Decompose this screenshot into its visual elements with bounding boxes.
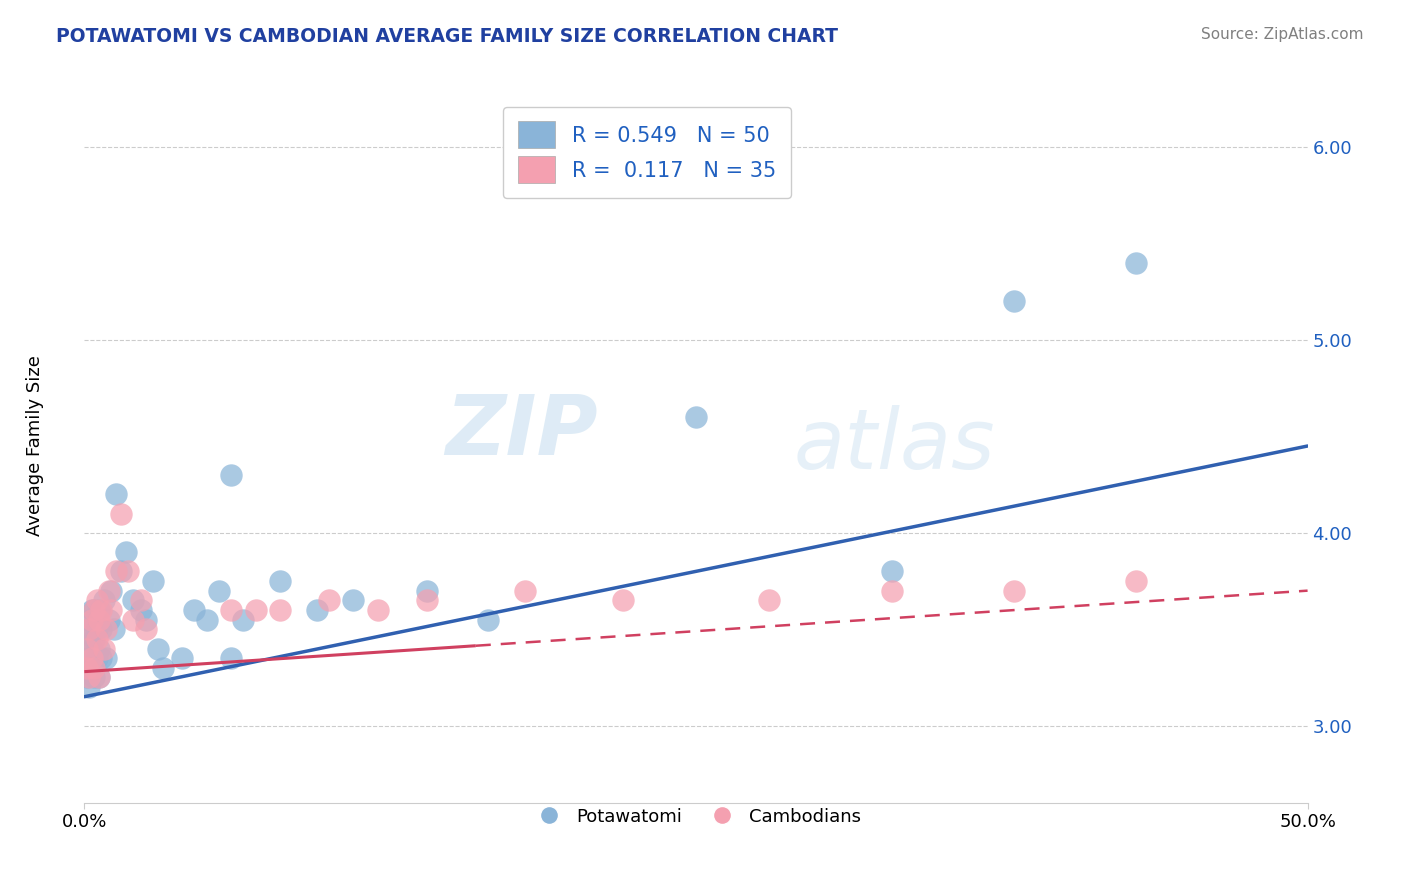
Text: Source: ZipAtlas.com: Source: ZipAtlas.com <box>1201 27 1364 42</box>
Point <box>135 613 157 627</box>
Point <box>96 622 118 636</box>
Point <box>685 410 707 425</box>
Point <box>269 603 291 617</box>
Point <box>76 641 98 656</box>
Point <box>97 613 120 627</box>
Point <box>87 670 110 684</box>
Point <box>232 613 254 627</box>
Point <box>110 507 132 521</box>
Point <box>77 670 100 684</box>
Point <box>129 593 152 607</box>
Point <box>77 622 100 636</box>
Point <box>513 583 536 598</box>
Point <box>86 593 108 607</box>
Point <box>115 545 138 559</box>
Point <box>416 593 439 607</box>
Point <box>87 641 110 656</box>
Point <box>90 651 112 665</box>
Point <box>76 670 98 684</box>
Point <box>269 574 291 588</box>
Point <box>83 670 105 684</box>
Point <box>87 670 110 684</box>
Text: POTAWATOMI VS CAMBODIAN AVERAGE FAMILY SIZE CORRELATION CHART: POTAWATOMI VS CAMBODIAN AVERAGE FAMILY S… <box>56 27 838 45</box>
Point <box>105 565 128 579</box>
Point <box>86 622 108 636</box>
Text: ZIP: ZIP <box>446 392 598 472</box>
Point <box>80 661 103 675</box>
Point <box>76 661 98 675</box>
Point <box>122 593 145 607</box>
Point <box>1125 574 1147 588</box>
Point <box>146 641 169 656</box>
Point <box>135 622 157 636</box>
Point <box>93 593 115 607</box>
Point <box>83 661 105 675</box>
Point <box>122 613 145 627</box>
Point <box>77 680 100 694</box>
Point <box>219 467 242 482</box>
Point <box>612 593 634 607</box>
Point <box>83 603 105 617</box>
Point <box>90 622 112 636</box>
Point <box>305 603 328 617</box>
Point <box>367 603 389 617</box>
Point <box>80 603 103 617</box>
Text: atlas: atlas <box>794 406 995 486</box>
Point <box>80 613 103 627</box>
Point <box>110 565 132 579</box>
Point <box>93 641 115 656</box>
Point <box>1002 583 1025 598</box>
Point <box>195 613 218 627</box>
Point <box>83 632 105 646</box>
Point <box>87 613 110 627</box>
Point <box>77 661 100 675</box>
Point <box>77 622 100 636</box>
Point <box>1125 256 1147 270</box>
Text: Average Family Size: Average Family Size <box>27 356 44 536</box>
Point <box>477 613 499 627</box>
Point <box>416 583 439 598</box>
Point <box>96 651 118 665</box>
Point <box>318 593 340 607</box>
Point <box>80 641 103 656</box>
Point <box>880 583 903 598</box>
Point <box>219 651 242 665</box>
Point <box>76 632 98 646</box>
Point <box>245 603 267 617</box>
Point <box>83 603 105 617</box>
Point <box>97 583 120 598</box>
Point <box>142 574 165 588</box>
Point <box>87 603 110 617</box>
Point <box>86 632 108 646</box>
Legend: Potawatomi, Cambodians: Potawatomi, Cambodians <box>524 801 868 833</box>
Point <box>219 603 242 617</box>
Point <box>100 603 122 617</box>
Point <box>103 622 125 636</box>
Point <box>880 565 903 579</box>
Point <box>77 613 100 627</box>
Point <box>117 565 139 579</box>
Point <box>208 583 231 598</box>
Point <box>183 603 205 617</box>
Point <box>342 593 364 607</box>
Point <box>80 651 103 665</box>
Point <box>152 661 174 675</box>
Point <box>105 487 128 501</box>
Point <box>86 651 108 665</box>
Point <box>90 603 112 617</box>
Point <box>758 593 780 607</box>
Point <box>1002 294 1025 309</box>
Point <box>100 583 122 598</box>
Point <box>76 651 98 665</box>
Point <box>172 651 194 665</box>
Point <box>129 603 152 617</box>
